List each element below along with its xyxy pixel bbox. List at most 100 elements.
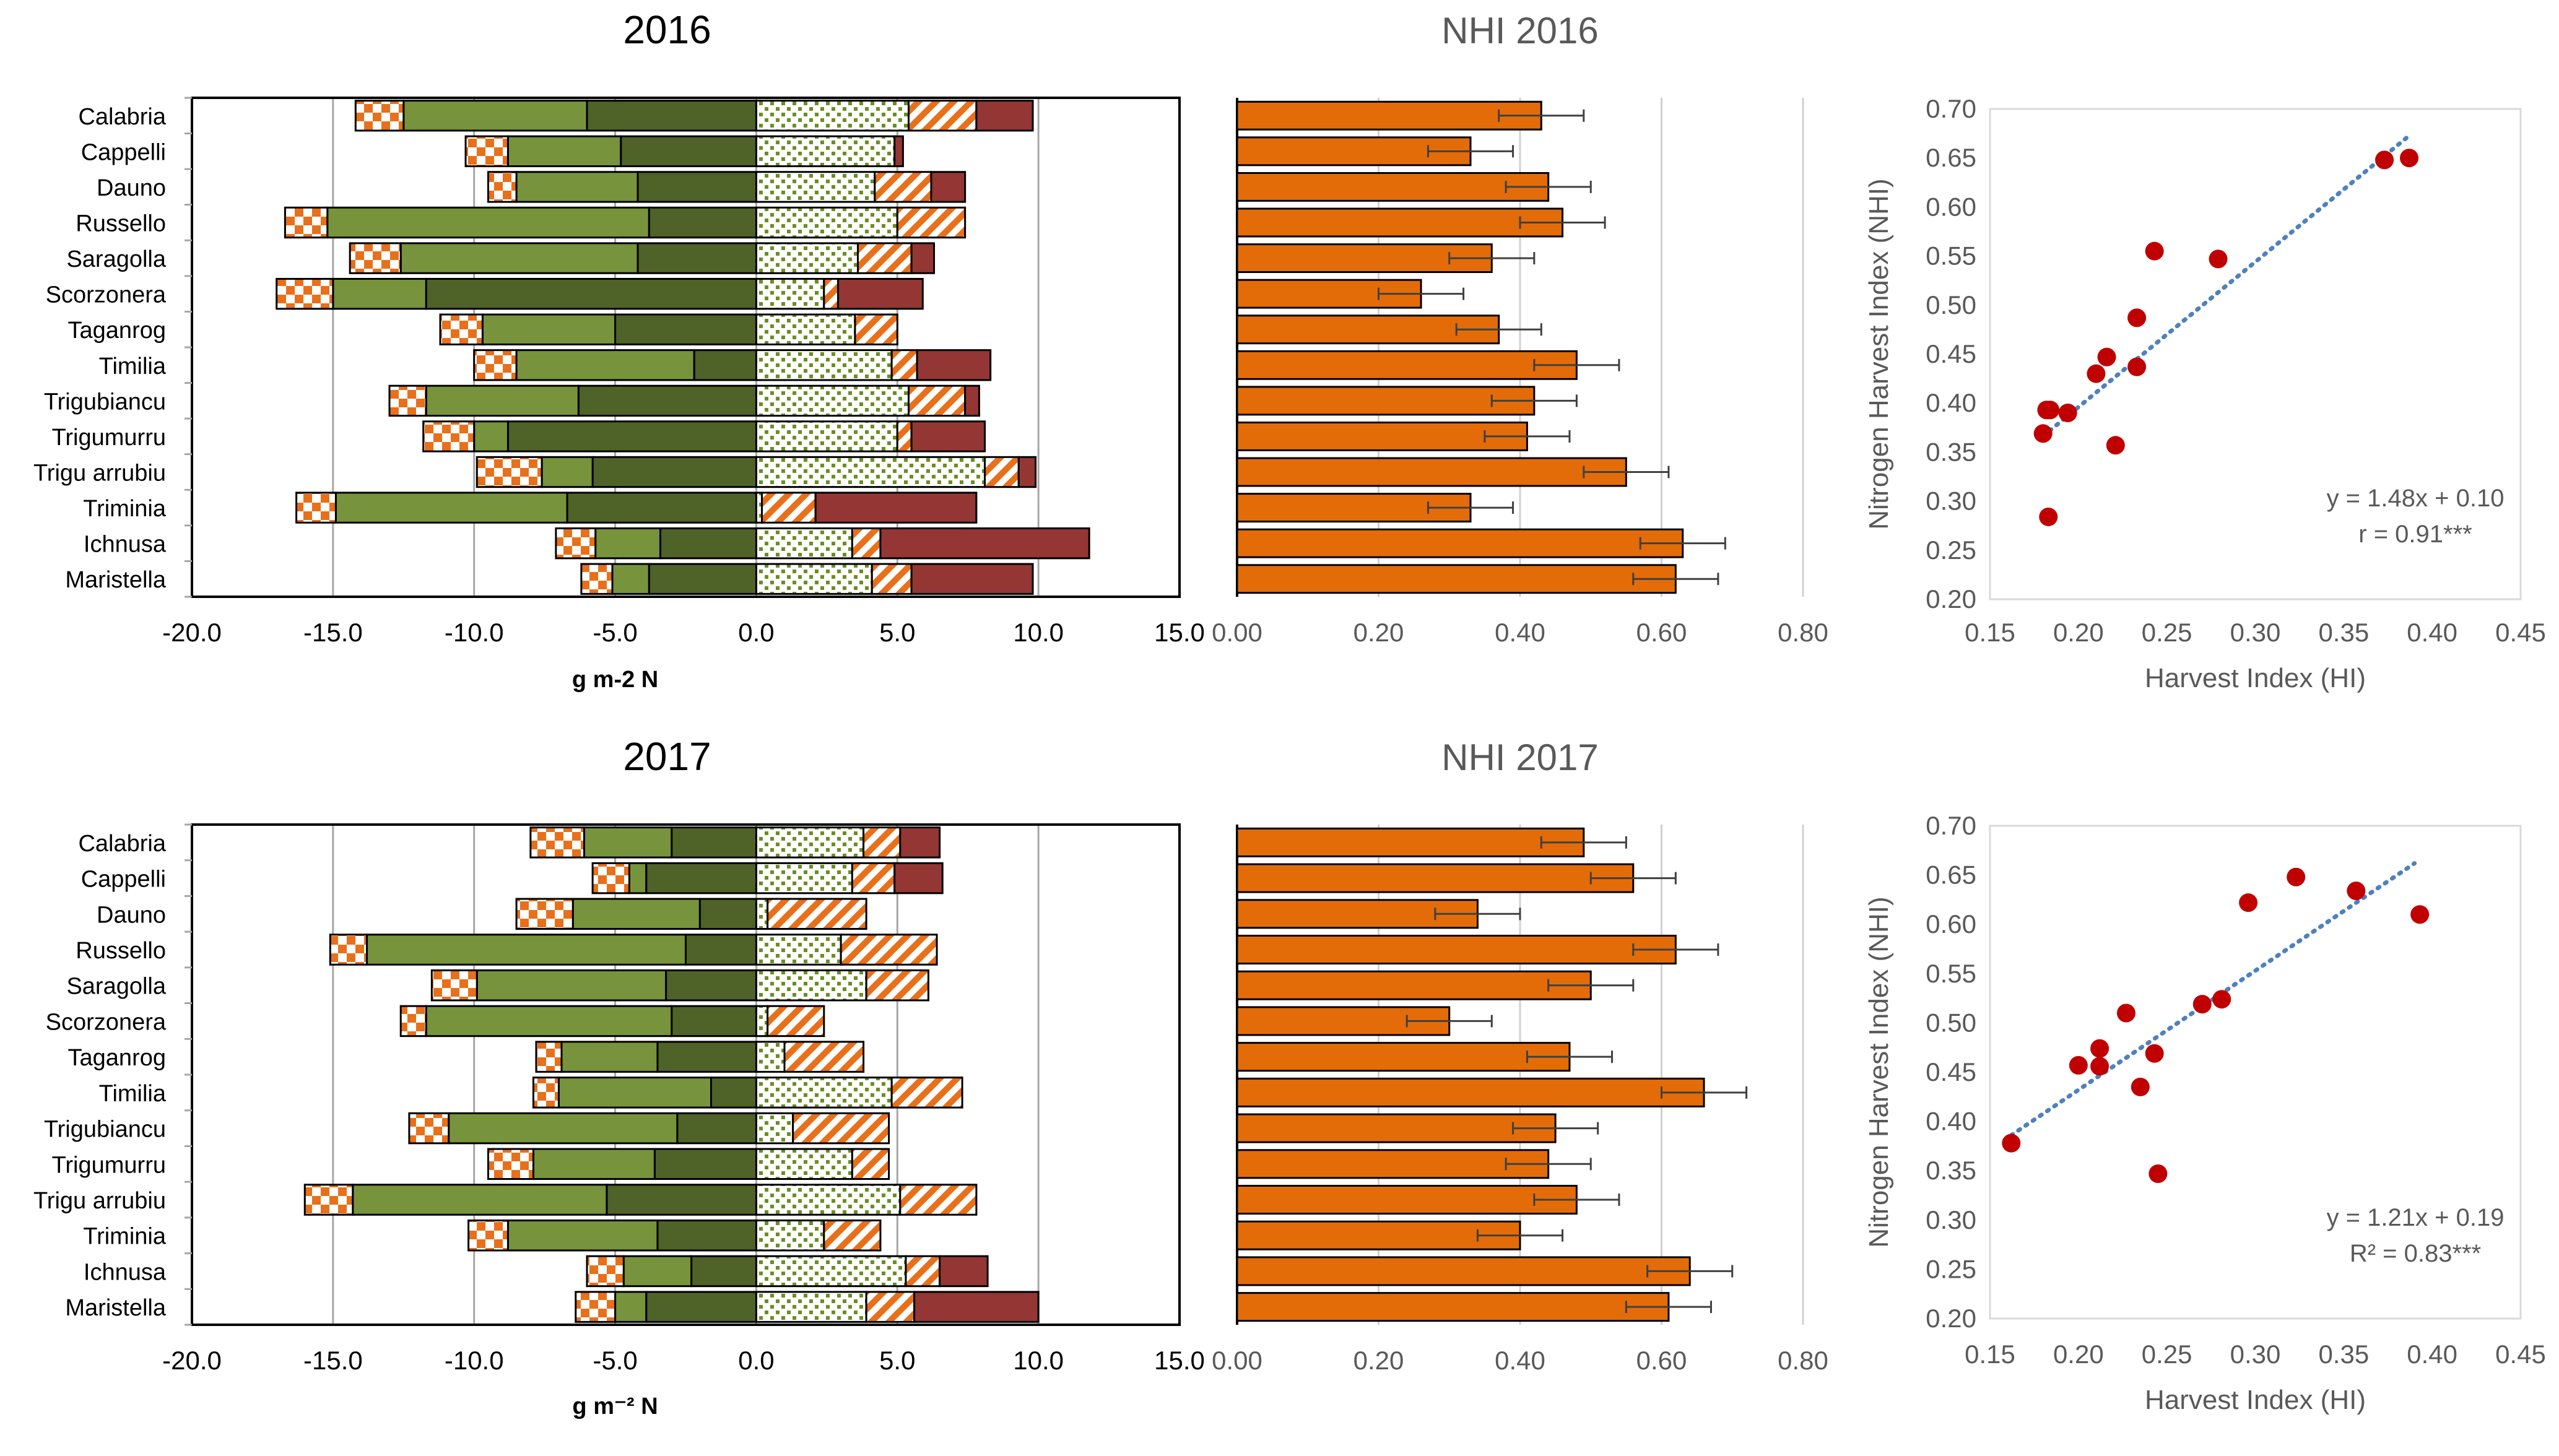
regression-annotation: y = 1.21x + 0.19 [2327, 1204, 2505, 1231]
y-tick-label: 0.60 [1926, 192, 1976, 221]
x-tick-label: 15.0 [1154, 1346, 1205, 1375]
category-label: Scorzonera [46, 1009, 167, 1035]
x-tick-label: 0.25 [2142, 618, 2192, 647]
category-label: Dauno [97, 902, 166, 928]
bar-segment-solid-root [899, 826, 941, 859]
bar-segment-stripes [871, 563, 913, 595]
stacked-bar-chart-2016: 2016 Calabria Cappelli Dauno Russello Saragol… [33, 7, 1205, 693]
bar-segment-stripes [840, 934, 938, 966]
bar-segment-stripes [896, 420, 913, 453]
bar-segment-stem [653, 1148, 757, 1181]
scatter-chart: 0.15 0.20 0.25 0.30 0.35 0.40 0.45 0.20 0.25 0.30… [1864, 811, 2546, 1415]
plot-frame [1989, 825, 2522, 1320]
bar-segment-dots [755, 206, 898, 239]
x-tick-label: 0.0 [738, 1346, 774, 1375]
x-tick-label: 0.60 [1636, 618, 1687, 647]
x-tick-label: 5.0 [879, 618, 915, 647]
y-tick-label: 0.65 [1926, 860, 1976, 890]
x-tick-label: 0.35 [2318, 1340, 2369, 1369]
bar-segment-stem [636, 242, 757, 274]
bar-segment-stripes [862, 826, 902, 859]
bar-segment-stem [591, 456, 757, 488]
y-tick-label: 0.70 [1926, 94, 1976, 123]
bar-segment-dots [755, 1184, 902, 1216]
bar-segment-dots [755, 135, 896, 168]
bar-segment-checker [535, 1041, 563, 1073]
bar-segment-checker [388, 384, 427, 417]
bar-segment-leaf [506, 135, 622, 168]
x-tick-label: 0.40 [2407, 1340, 2457, 1369]
y-tick-label: 0.55 [1926, 241, 1976, 271]
category-label: Scorzonera [46, 282, 167, 308]
bar-segment-stripes [823, 277, 840, 310]
chart-title: NHI 2016 [1441, 10, 1598, 51]
x-tick-label: 0.30 [2230, 1340, 2281, 1369]
bar-segment-stem [636, 171, 757, 203]
x-tick-label: 15.0 [1154, 618, 1205, 647]
x-tick-label: 0.00 [1212, 1346, 1262, 1375]
x-tick-label: 0.00 [1212, 618, 1262, 647]
nhi-bar [1236, 1149, 1550, 1179]
bar-segment-checker [487, 1148, 534, 1181]
bar-segment-stripes [865, 1291, 916, 1323]
bar-segment-dots [755, 1219, 825, 1252]
bar-segment-dots [755, 1291, 867, 1323]
bar-segment-stem [698, 898, 757, 930]
chart-title: 2016 [623, 7, 711, 52]
scatter-point [2127, 308, 2147, 327]
bar-segment-stem [685, 934, 757, 966]
bar-segment-leaf [402, 100, 588, 132]
bar-segment-leaf [611, 563, 650, 595]
scatter-point [2212, 990, 2231, 1009]
bar-segment-stripes [761, 492, 817, 524]
scatter-point [2097, 347, 2116, 366]
bar-segment-leaf [583, 826, 673, 859]
x-tick-label: -5.0 [593, 1346, 637, 1375]
bar-segment-checker [476, 456, 543, 488]
bar-segment-leaf [332, 277, 427, 310]
scatter-point [2347, 882, 2366, 901]
x-tick-label: 0.35 [2318, 618, 2369, 647]
category-label: Russello [76, 211, 166, 237]
bar-segment-leaf [326, 206, 650, 239]
x-tick-label: 0.20 [1353, 1346, 1404, 1375]
bar-segment-leaf [399, 242, 639, 274]
bar-segment-stripes [908, 384, 967, 417]
nhi-bar [1236, 314, 1500, 345]
x-tick-label: 10.0 [1013, 1346, 1064, 1375]
category-label: Cappelli [81, 139, 166, 165]
bar-segment-leaf [532, 1148, 656, 1181]
regression-annotation: r = 0.91*** [2358, 521, 2472, 548]
scatter-point [2145, 1044, 2164, 1063]
bar-segment-checker [473, 349, 518, 381]
bar-segment-stem [648, 206, 757, 239]
bar-segment-stripes [856, 242, 913, 274]
bar-segment-solid-root [964, 384, 980, 417]
bar-segment-leaf [506, 1219, 659, 1252]
bar-segment-checker [430, 969, 478, 1002]
bar-segment-solid-root [1017, 456, 1037, 488]
bar-segment-stem [656, 1041, 757, 1073]
bar-segment-stripes [908, 100, 978, 132]
nhi-bar-chart-NHI 2017: NHI 2017 0.00 0.20 0.40 0.60 0.80 [1212, 737, 1828, 1375]
bar-segment-checker [515, 898, 574, 930]
bar-segment-solid-root [975, 100, 1034, 132]
bar-segment-stem [659, 527, 757, 560]
nhi-bar [1236, 934, 1677, 965]
category-label: Trigumurru [52, 425, 166, 451]
nhi-bar [1236, 100, 1542, 131]
bar-segment-dots [755, 1255, 907, 1288]
x-tick-label: 0.20 [2053, 618, 2104, 647]
bar-segment-stripes [899, 1184, 978, 1216]
bar-segment-leaf [515, 349, 695, 381]
bar-segment-dots [755, 277, 825, 310]
bar-segment-leaf [571, 898, 701, 930]
bar-segment-solid-root [893, 135, 904, 168]
scatter-point [2131, 1077, 2150, 1096]
stacked-bar-chart-2017: 2017 Calabria Cappelli Dauno Russello Saragol… [33, 734, 1205, 1419]
bar-segment-stem [506, 420, 757, 453]
bar-segment-checker [354, 100, 405, 132]
category-label: Trigu arrubiu [33, 461, 166, 487]
x-axis-label: Harvest Index (HI) [2145, 1385, 2366, 1415]
regression-annotation: R² = 0.83*** [2350, 1240, 2481, 1267]
